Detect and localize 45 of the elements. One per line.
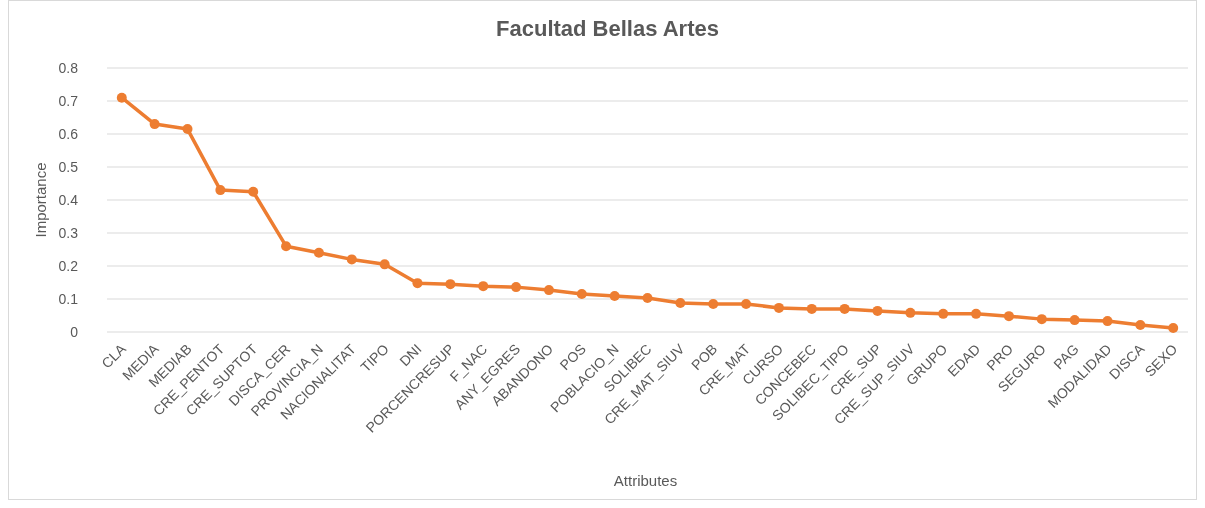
y-tick-label: 0.6 (58, 126, 79, 142)
point (741, 298, 752, 309)
point (478, 281, 489, 292)
point (313, 247, 324, 258)
point (576, 289, 587, 300)
point (543, 285, 554, 296)
x-axis-title: Attributes (613, 472, 678, 489)
point (773, 302, 784, 313)
point (806, 303, 817, 314)
y-axis-title: Importance (32, 162, 49, 238)
point (642, 293, 653, 304)
point (971, 308, 982, 319)
point (215, 185, 226, 196)
point (839, 303, 850, 314)
point (1036, 314, 1047, 325)
point (149, 119, 160, 130)
point (445, 279, 456, 290)
point (609, 291, 620, 302)
y-tick-label: 0.2 (58, 258, 79, 274)
point (248, 186, 259, 197)
point (1003, 311, 1014, 322)
point (905, 307, 916, 318)
y-tick-label: 0 (70, 324, 79, 340)
point (1069, 315, 1080, 326)
point (708, 298, 719, 309)
point (412, 278, 423, 289)
point (511, 282, 522, 293)
point (346, 254, 357, 265)
point (938, 308, 949, 319)
y-tick-label: 0.4 (58, 192, 79, 208)
y-tick-label: 0.8 (58, 60, 79, 76)
point (675, 297, 686, 308)
y-tick-label: 0.7 (58, 93, 79, 109)
y-tick-label: 0.1 (58, 291, 79, 307)
point (116, 92, 127, 103)
point (1135, 320, 1146, 331)
point (872, 305, 883, 316)
y-tick-label: 0.3 (58, 225, 79, 241)
point (1168, 323, 1179, 334)
chart-title: Facultad Bellas Artes (496, 16, 719, 41)
point (379, 259, 390, 270)
point (182, 124, 193, 135)
y-tick-label: 0.5 (58, 159, 79, 175)
point (1102, 316, 1113, 327)
point (281, 241, 292, 252)
